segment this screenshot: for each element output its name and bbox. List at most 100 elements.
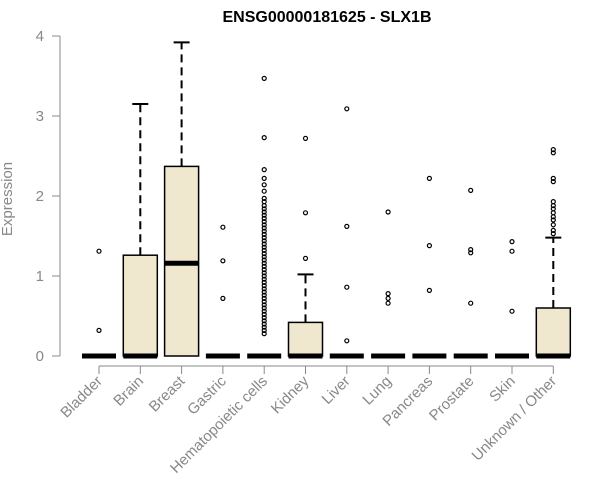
box-group-11 <box>535 147 572 359</box>
box-group-8 <box>412 175 447 359</box>
outlier-5-1 <box>302 210 309 216</box>
x-tick-label-5: Kidney <box>268 372 313 417</box>
outlier-11-2 <box>550 175 556 181</box>
chart-title: ENSG00000181625 - SLX1B <box>222 9 431 26</box>
outlier-9-2 <box>468 250 474 256</box>
x-tick-label-0: Bladder <box>57 373 106 422</box>
outlier-4-32 <box>261 279 267 285</box>
outlier-4-12 <box>261 215 267 221</box>
outlier-4-0 <box>261 75 267 82</box>
outlier-11-3 <box>550 179 556 185</box>
outlier-0-1 <box>96 327 102 333</box>
y-tick-label-3: 3 <box>36 108 44 125</box>
outlier-4-4 <box>261 182 267 188</box>
outlier-4-1 <box>261 135 267 141</box>
y-tick-label-2: 2 <box>36 188 44 205</box>
outlier-4-27 <box>261 263 267 269</box>
x-tick-label-9: Prostate <box>426 373 478 425</box>
y-axis: 0 1 2 3 4 <box>36 28 61 365</box>
y-axis-title: Expression <box>0 162 16 236</box>
outlier-11-11 <box>550 227 556 233</box>
outlier-9-3 <box>468 300 474 306</box>
outlier-4-28 <box>261 267 267 273</box>
outlier-4-41 <box>261 308 267 314</box>
outlier-11-1 <box>550 150 556 156</box>
x-tick-label-6: Liver <box>319 373 354 408</box>
outlier-4-48 <box>261 331 267 337</box>
box-group-7 <box>371 209 406 359</box>
box-group-6 <box>329 106 364 359</box>
outlier-7-0 <box>385 209 391 215</box>
outlier-4-6 <box>261 195 267 201</box>
outlier-4-39 <box>261 302 267 308</box>
outlier-7-1 <box>385 291 391 297</box>
outlier-7-2 <box>385 295 391 301</box>
outlier-4-33 <box>261 283 267 289</box>
outlier-5-2 <box>302 255 309 261</box>
outlier-4-9 <box>261 206 267 212</box>
outlier-4-29 <box>261 270 267 276</box>
outlier-8-1 <box>426 243 432 249</box>
outlier-3-1 <box>220 258 226 264</box>
outlier-10-0 <box>509 239 515 245</box>
outlier-4-17 <box>261 231 267 237</box>
outlier-4-23 <box>261 251 267 257</box>
outlier-4-35 <box>261 289 267 295</box>
outlier-4-24 <box>261 254 267 260</box>
outlier-4-21 <box>261 244 267 250</box>
outlier-4-3 <box>261 175 267 181</box>
outlier-4-36 <box>261 292 267 298</box>
outlier-4-47 <box>261 327 267 333</box>
outlier-8-0 <box>426 175 432 181</box>
outlier-4-14 <box>261 222 267 228</box>
outlier-4-22 <box>261 247 267 253</box>
outlier-6-0 <box>344 106 350 112</box>
outlier-4-46 <box>261 324 267 330</box>
outlier-4-45 <box>261 321 267 327</box>
box-group-10 <box>495 239 529 359</box>
outlier-6-3 <box>344 338 350 344</box>
outlier-11-9 <box>550 217 556 223</box>
y-tick-label-1: 1 <box>36 268 44 285</box>
box-group-1 <box>122 103 159 359</box>
outlier-10-2 <box>509 308 515 314</box>
outlier-11-4 <box>550 199 556 205</box>
outlier-3-2 <box>220 295 226 301</box>
outlier-11-12 <box>550 231 556 237</box>
outlier-4-37 <box>261 295 267 301</box>
x-tick-label-7: Lung <box>359 373 395 409</box>
outlier-4-16 <box>261 228 267 234</box>
outlier-11-8 <box>550 214 556 220</box>
outlier-4-10 <box>261 209 267 215</box>
box-5 <box>287 321 324 357</box>
outlier-7-3 <box>385 300 391 306</box>
outlier-4-25 <box>261 257 267 263</box>
outlier-4-26 <box>261 260 267 266</box>
box-group-3 <box>205 224 240 359</box>
outlier-4-20 <box>261 241 267 247</box>
outlier-11-0 <box>550 147 556 153</box>
outlier-4-40 <box>261 305 267 311</box>
outlier-4-15 <box>261 225 267 231</box>
outlier-4-13 <box>261 219 267 225</box>
outlier-4-11 <box>261 212 267 218</box>
y-tick-label-4: 4 <box>36 28 44 45</box>
x-tick-label-2: Breast <box>146 372 189 415</box>
outlier-4-42 <box>261 311 267 317</box>
outlier-10-1 <box>509 248 515 254</box>
box-group-0 <box>82 248 116 359</box>
box-group-5 <box>287 135 324 359</box>
outlier-4-43 <box>261 315 267 321</box>
outlier-4-30 <box>261 273 267 279</box>
x-tick-label-1: Brain <box>110 373 147 410</box>
outlier-4-18 <box>261 235 267 241</box>
boxes-layer <box>82 41 572 359</box>
outlier-4-19 <box>261 238 267 244</box>
outlier-4-34 <box>261 286 267 292</box>
outlier-3-0 <box>220 224 226 230</box>
box-group-4 <box>247 75 282 359</box>
box-group-2 <box>163 41 200 357</box>
outlier-4-31 <box>261 276 267 282</box>
